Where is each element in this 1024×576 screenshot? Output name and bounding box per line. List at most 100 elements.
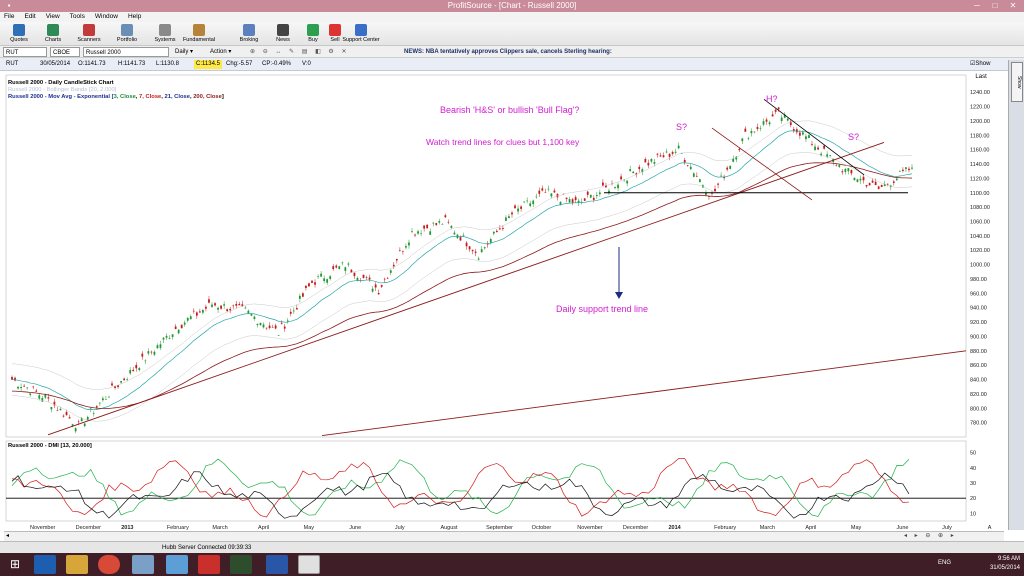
app-icon-4[interactable]: [230, 555, 252, 574]
title-bar: ProfitSource - [Chart - Russell 2000] ▪ …: [0, 0, 1024, 12]
toolbar-sell-button[interactable]: Sell: [318, 23, 352, 45]
price-axis-tick: 1080.00: [970, 205, 990, 211]
toolbar-buy-button[interactable]: Buy: [296, 23, 330, 45]
candle-body: [259, 322, 262, 326]
toolbar-broking-button[interactable]: Broking: [232, 23, 266, 45]
system-clock[interactable]: 9:56 AM 31/05/2014: [990, 555, 1020, 573]
toolbar-news-button[interactable]: News: [266, 23, 300, 45]
right-panel-scroll[interactable]: Show: [1008, 60, 1024, 530]
major-trend-line: [47, 142, 885, 436]
toolbar-scanners-button[interactable]: Scanners: [72, 23, 106, 45]
candle-body: [305, 285, 307, 288]
ie-icon[interactable]: [34, 555, 56, 574]
explorer-icon[interactable]: [66, 555, 88, 574]
candle-body: [311, 280, 313, 283]
show-panel-tab[interactable]: Show: [1011, 62, 1023, 102]
candle-body: [571, 199, 574, 203]
candle-body: [126, 379, 129, 380]
zoom-controls[interactable]: ◂ ▸ ⊖ ⊕ ▸: [904, 533, 957, 539]
quote-symbol: RUT: [6, 61, 19, 67]
candle-body: [411, 231, 413, 232]
price-axis-tick: 1240.00: [970, 90, 990, 96]
period-label: Daily: [175, 49, 189, 55]
candle-body: [486, 244, 489, 245]
maximize-button[interactable]: □: [992, 1, 998, 10]
dmi-plus-line: [11, 458, 910, 517]
profitsource-icon[interactable]: [298, 555, 320, 574]
candle-body: [14, 377, 16, 381]
candle-body: [44, 394, 47, 398]
word-icon[interactable]: [266, 555, 288, 574]
menu-item-window[interactable]: Window: [94, 13, 118, 20]
candle-body: [756, 127, 759, 130]
toolbar-systems-button[interactable]: Systems: [148, 23, 182, 45]
candle-body: [53, 401, 56, 406]
candle-body: [632, 171, 635, 174]
candle-body: [365, 277, 368, 278]
candle-body: [41, 398, 44, 402]
candle-body: [147, 351, 150, 354]
toolbar-fundamental-button[interactable]: Fundamental: [182, 23, 216, 45]
candle-body: [268, 325, 271, 329]
symbol-input[interactable]: RUT: [3, 47, 47, 57]
exchange-select[interactable]: CBOE: [50, 47, 80, 57]
candle-body: [129, 369, 132, 374]
candle-body: [47, 397, 50, 399]
candle-body: [320, 273, 322, 277]
toolbar-support-center-button[interactable]: Support Center: [338, 23, 384, 45]
candle-body: [153, 351, 156, 355]
candle-body: [308, 283, 310, 287]
start-button[interactable]: ⊞: [4, 555, 26, 574]
candle-body: [383, 278, 386, 280]
candle-body: [244, 307, 247, 309]
candle-body: [102, 398, 104, 401]
horizontal-scrollbar[interactable]: ◂ ◂ ▸ ⊖ ⊕ ▸: [4, 531, 1004, 541]
time-axis-label: July: [942, 525, 952, 531]
legend-ema-name: Russell 2000 - Mov Avg - Exponential [: [8, 94, 114, 100]
toolbar-portfolio-button[interactable]: Portfolio: [110, 23, 144, 45]
minimize-button[interactable]: ─: [974, 1, 980, 10]
candle-body: [644, 158, 647, 163]
toolbar-charts-button[interactable]: Charts: [36, 23, 70, 45]
close-button[interactable]: ✕: [1009, 1, 1017, 10]
toolbar-label: Fundamental: [182, 37, 216, 43]
menu-item-file[interactable]: File: [4, 13, 15, 20]
chart-canvas[interactable]: 780.00 800.00 820.00 840.00 860.00 880.00 900.…: [4, 71, 1005, 531]
chart-tools-strip[interactable]: ⊕ ⊖ ↔ ✎ ▤ ◧ ⚙ ✕: [250, 49, 350, 55]
action-label: Action: [210, 49, 227, 55]
candle-body: [862, 176, 865, 181]
toolbar-quotes-button[interactable]: Quotes: [2, 23, 36, 45]
systems-icon: [159, 24, 171, 36]
candle-body: [883, 184, 886, 187]
app-icon-2[interactable]: [166, 555, 188, 574]
candle-body: [292, 310, 295, 312]
chrome-icon[interactable]: [98, 555, 120, 574]
notepad-icon[interactable]: [132, 555, 154, 574]
action-dropdown[interactable]: Action ▾: [210, 49, 232, 55]
support-icon: [355, 24, 367, 36]
candle-body: [420, 233, 422, 234]
toolbar-label: Portfolio: [116, 37, 138, 43]
candle-body: [662, 155, 665, 158]
menu-item-view[interactable]: View: [45, 13, 60, 20]
app-icon-3[interactable]: [198, 555, 220, 574]
news-ticker[interactable]: NEWS: NBA tentatively approves Clippers …: [404, 49, 612, 55]
menu-item-tools[interactable]: Tools: [69, 13, 85, 20]
candle-body: [808, 135, 810, 138]
candle-body: [105, 399, 107, 400]
menu-item-help[interactable]: Help: [127, 13, 142, 20]
chart-area[interactable]: 780.00 800.00 820.00 840.00 860.00 880.00 900.…: [4, 71, 1005, 531]
sell-icon: [329, 24, 341, 36]
time-axis-label: May: [851, 525, 862, 531]
toolbar-label: Broking: [239, 37, 259, 43]
show-last-checkbox[interactable]: ☑ Show Last: [970, 58, 990, 80]
legend-line-2: Russell 2000 - Bollinger Bands [20, 2.00…: [8, 87, 117, 93]
scroll-left-icon[interactable]: ◂: [6, 533, 10, 539]
period-dropdown[interactable]: Daily ▾: [175, 49, 194, 55]
menu-item-edit[interactable]: Edit: [24, 13, 36, 20]
candle-body: [553, 190, 556, 193]
language-indicator[interactable]: ENG: [938, 560, 952, 566]
candle-body: [241, 304, 244, 307]
candle-body: [432, 222, 435, 224]
candle-body: [398, 250, 401, 251]
